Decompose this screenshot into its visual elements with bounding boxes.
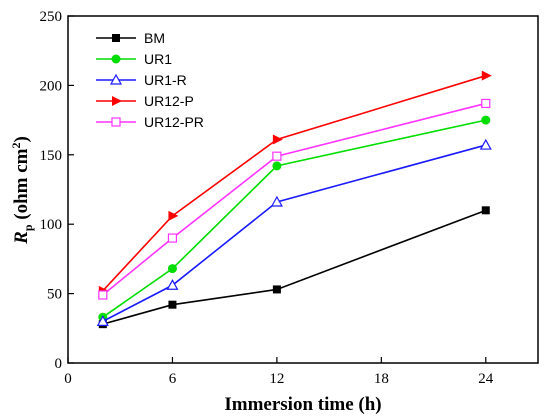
data-point-ur1 [481, 115, 491, 125]
legend: BM UR1 UR1-R UR12-P UR12-PR [96, 30, 204, 130]
plot-frame [67, 15, 539, 364]
series-line-ur12-p [102, 74, 487, 292]
legend-item-bm: BM [96, 30, 165, 46]
data-point-ur1-r [166, 279, 179, 290]
legend-marker [112, 34, 120, 42]
series-line-bm [102, 209, 487, 325]
legend-item-ur1-r: UR1-R [96, 72, 187, 88]
data-point-ur12-p [168, 210, 179, 221]
series-ur1 [98, 115, 491, 322]
series-line-ur1 [102, 119, 486, 318]
legend-marker [109, 73, 123, 85]
legend-item-ur12-p: UR12-P [96, 93, 194, 109]
data-point-ur12-pr [98, 290, 108, 300]
legend-marker [111, 54, 121, 64]
y-axis-superscript: 2 [9, 142, 23, 148]
x-tick-label: 18 [374, 371, 389, 387]
y-tick-label: 150 [40, 148, 63, 164]
data-point-ur1 [272, 161, 282, 171]
legend-item-ur12-pr: UR12-PR [96, 114, 204, 130]
x-tick-label: 0 [64, 371, 72, 387]
y-tick-label: 0 [55, 356, 63, 372]
series-line-ur12-pr [102, 102, 486, 296]
series-layer [96, 70, 492, 329]
y-axis-subscript: p [21, 224, 35, 231]
data-point-bm [481, 206, 490, 215]
x-axis-title: Immersion time (h) [224, 394, 381, 415]
y-tick-label: 250 [40, 9, 63, 25]
data-point-ur12-p [481, 70, 492, 81]
legend-label: UR12-PR [144, 114, 204, 130]
legend-label: BM [144, 30, 165, 46]
y-tick-label: 200 [40, 78, 63, 94]
legend-label: UR1-R [144, 72, 187, 88]
legend-label: UR1 [144, 51, 172, 67]
series-ur12-pr [98, 98, 491, 300]
legend-item-ur1: UR1 [96, 51, 172, 67]
y-axis-close: ) [11, 136, 32, 142]
series-line-ur1-r [102, 144, 486, 323]
x-tick-label: 6 [169, 371, 177, 387]
y-axis-title: Rp (ohm cm2) [9, 136, 35, 245]
data-point-ur1 [167, 264, 177, 274]
legend-marker [112, 96, 122, 106]
data-point-ur12-p [272, 134, 283, 145]
y-axis-unit: (ohm cm [11, 148, 32, 224]
data-point-ur12-pr [481, 98, 491, 109]
series-bm [98, 206, 490, 329]
y-axis-symbol: R [11, 231, 32, 245]
data-point-ur12-pr [272, 151, 282, 161]
series-ur1-r [96, 138, 492, 326]
data-point-ur1-r [479, 138, 492, 150]
x-tick-label: 24 [478, 371, 494, 387]
x-tick-label: 12 [269, 371, 284, 387]
data-point-ur1-r [270, 195, 283, 207]
legend-marker [111, 117, 121, 127]
data-point-bm [168, 300, 177, 309]
axis-ticks: 0 6 12 18 24 0 50 100 150 200 250 [40, 9, 494, 387]
data-point-ur12-pr [167, 233, 178, 243]
data-point-ur1-r [96, 315, 109, 326]
legend-label: UR12-P [144, 93, 194, 109]
data-point-bm [272, 285, 281, 294]
y-tick-label: 100 [40, 217, 63, 233]
y-tick-label: 50 [47, 287, 62, 303]
